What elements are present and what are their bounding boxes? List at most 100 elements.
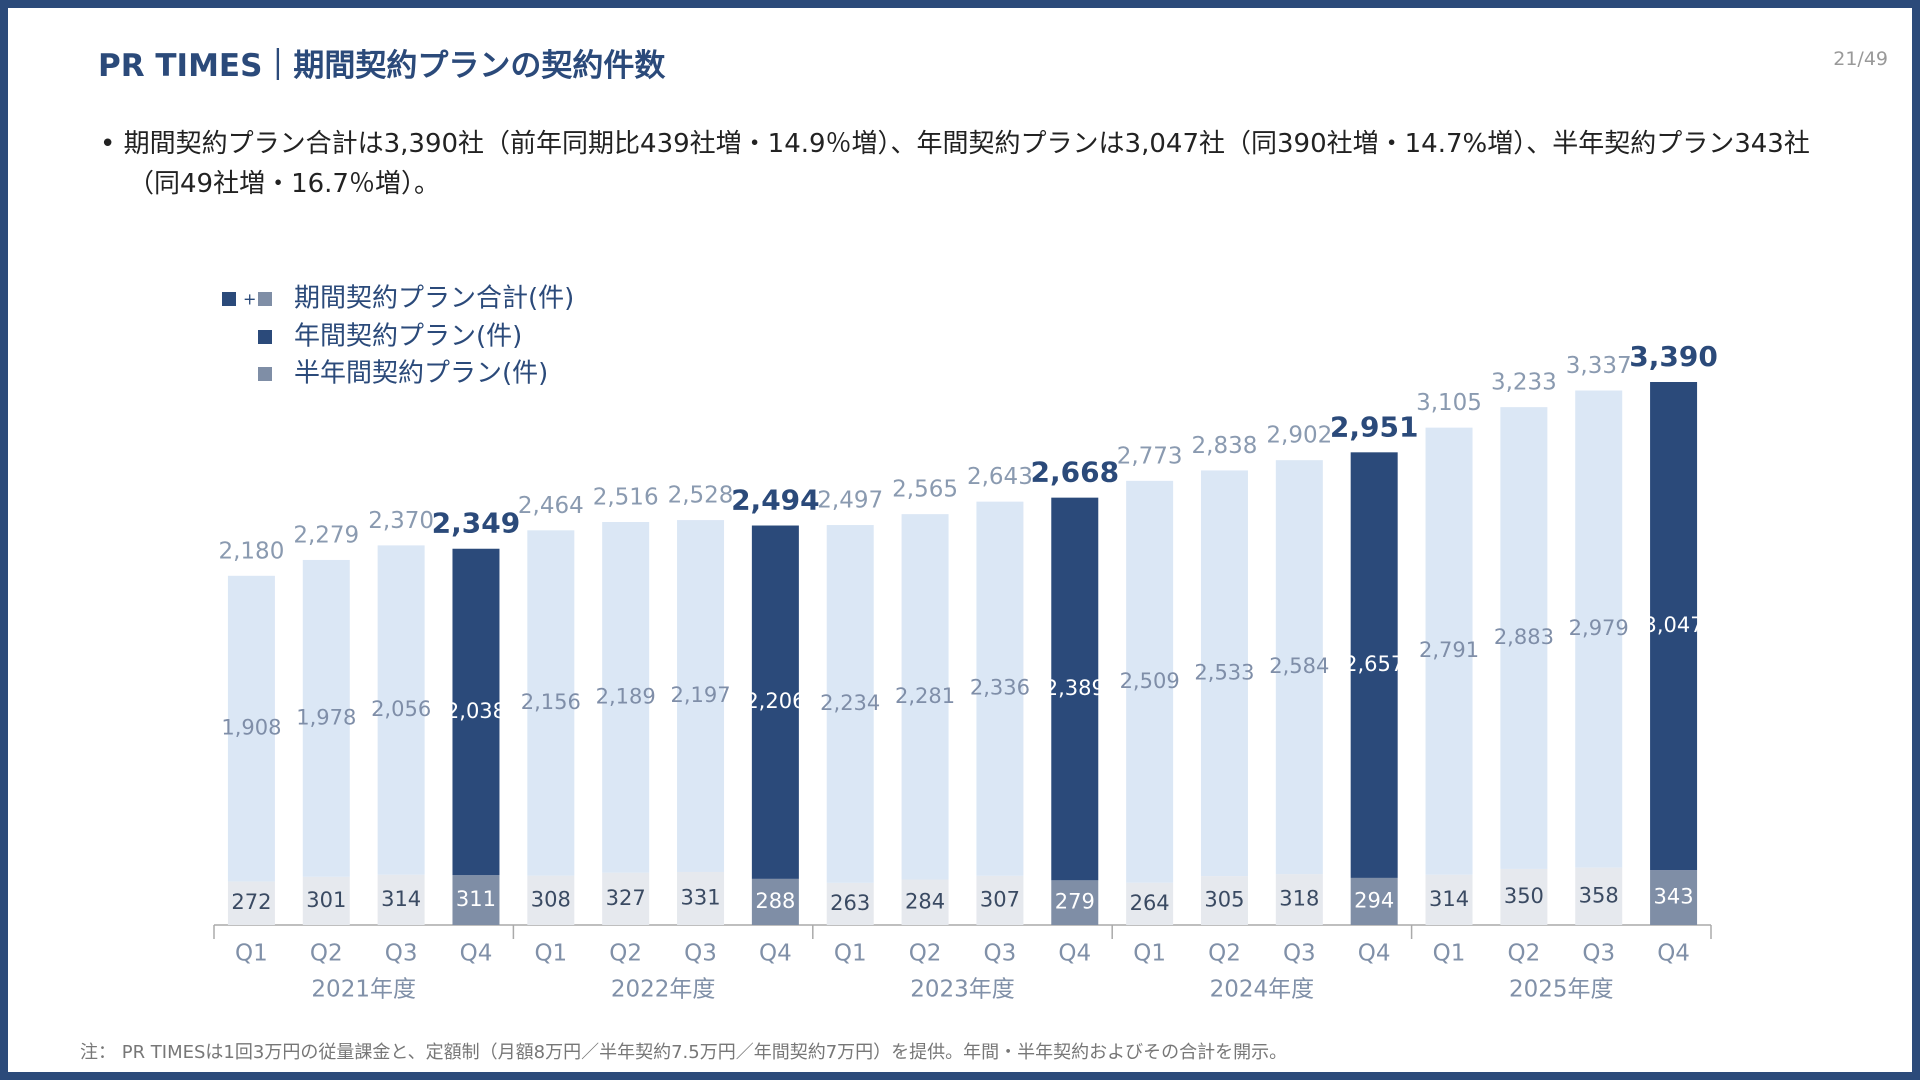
x-tick-label: Q3: [1582, 941, 1615, 967]
value-label: 2,189: [596, 684, 656, 708]
title: PR TIMES｜期間契約プランの契約件数: [98, 48, 666, 84]
x-tick-label: Q2: [1508, 941, 1541, 967]
bullet: • 期間契約プラン合計は3,390社（前年同期比439社増・14.9％増）、年間…: [100, 129, 1810, 199]
value-label: 1,908: [221, 716, 281, 740]
value-label: 305: [1204, 888, 1244, 912]
bar-segment: [1350, 452, 1398, 878]
value-label: 288: [755, 889, 795, 913]
x-tick-label: Q1: [834, 941, 867, 967]
x-tick-label: Q2: [909, 941, 942, 967]
x-tick-label: Q2: [609, 941, 642, 967]
value-label: 2,281: [895, 684, 955, 708]
x-tick-label: Q4: [1657, 941, 1690, 967]
value-label: 343: [1654, 885, 1694, 909]
bar-segment: [377, 545, 425, 875]
group-label: 2022年度: [611, 977, 716, 1003]
x-tick-label: Q1: [534, 941, 567, 967]
total-label: 2,838: [1192, 433, 1258, 459]
value-label: 284: [905, 889, 945, 913]
bar-segment: [1650, 382, 1698, 871]
x-tick-label: Q3: [984, 941, 1017, 967]
value-label: 314: [381, 887, 421, 911]
value-label: 2,883: [1494, 625, 1554, 649]
value-label: 2,791: [1419, 638, 1479, 662]
footnote: 注： PR TIMESは1回3万円の従量課金と、定額制（月額8万円／半年契約7.…: [80, 1042, 1288, 1063]
total-label: 2,951: [1330, 410, 1419, 443]
value-label: 2,509: [1120, 669, 1180, 693]
total-label: 2,773: [1117, 443, 1183, 469]
value-label: 1,978: [296, 705, 356, 729]
value-label: 327: [606, 886, 646, 910]
bar-segment: [826, 525, 874, 883]
legend-label: 期間契約プラン合計(件): [294, 284, 574, 314]
total-label: 2,528: [668, 483, 734, 509]
total-label: 2,494: [731, 484, 820, 517]
bar-segment: [1500, 868, 1548, 925]
value-label: 2,657: [1344, 652, 1404, 676]
x-tick-label: Q2: [310, 941, 343, 967]
bar-segment: [976, 875, 1024, 925]
value-label: 314: [1429, 887, 1469, 911]
value-label: 308: [531, 887, 571, 911]
legend-swatch: [258, 367, 272, 381]
value-label: 272: [231, 890, 271, 914]
value-label: 264: [1130, 891, 1170, 915]
total-label: 2,370: [368, 508, 434, 534]
total-label: 2,497: [817, 488, 883, 514]
legend-swatch: [258, 292, 272, 306]
bar-segment: [527, 875, 575, 925]
group-label: 2023年度: [910, 977, 1015, 1003]
bar-segment: [1350, 877, 1398, 925]
total-label: 2,902: [1266, 423, 1332, 449]
x-tick-label: Q3: [684, 941, 717, 967]
value-label: 318: [1279, 887, 1319, 911]
bar-segment: [1126, 882, 1174, 925]
bar-segment: [1275, 460, 1323, 875]
bar-segment: [602, 521, 650, 873]
bar-segment: [901, 879, 949, 925]
total-label: 2,643: [967, 464, 1033, 490]
bar-segment: [1275, 874, 1323, 925]
value-label: 2,156: [521, 690, 581, 714]
value-label: 2,336: [970, 676, 1030, 700]
group-label: 2024年度: [1210, 977, 1315, 1003]
bar-segment: [227, 575, 275, 882]
bar-segment: [677, 871, 725, 925]
bar-segment: [1575, 867, 1623, 925]
value-label: 2,389: [1045, 676, 1105, 700]
value-label: 350: [1504, 884, 1544, 908]
bar-segment: [976, 501, 1024, 876]
bar-segment: [1200, 470, 1248, 877]
bar-segment: [1425, 874, 1473, 925]
x-tick-label: Q4: [1058, 941, 1091, 967]
value-label: 2,056: [371, 697, 431, 721]
value-label: 2,234: [820, 691, 880, 715]
value-label: 331: [680, 885, 720, 909]
value-label: 2,533: [1194, 660, 1254, 684]
legend-plus: +: [243, 290, 256, 309]
bar-segment: [826, 882, 874, 925]
value-label: 263: [830, 891, 870, 915]
bar-segment: [452, 875, 500, 925]
bar-segment: [1500, 407, 1548, 869]
group-label: 2021年度: [311, 977, 416, 1003]
legend-swatch: [222, 292, 236, 306]
bar-segment: [302, 559, 350, 877]
x-tick-label: Q4: [1358, 941, 1391, 967]
legend-swatch: [258, 330, 272, 344]
value-label: 307: [980, 887, 1020, 911]
bar-segment: [1051, 497, 1099, 881]
total-label: 2,279: [293, 522, 359, 548]
legend-label: 年間契約プラン(件): [294, 322, 522, 352]
bar-segment: [227, 881, 275, 925]
bar-segment: [751, 878, 799, 925]
bar-segment: [1126, 480, 1174, 883]
bar-segment: [527, 530, 575, 876]
bar-segment: [1051, 880, 1099, 925]
value-label: 294: [1354, 888, 1394, 912]
x-tick-label: Q2: [1208, 941, 1241, 967]
bar-segment: [1200, 876, 1248, 925]
total-label: 2,565: [892, 477, 958, 503]
